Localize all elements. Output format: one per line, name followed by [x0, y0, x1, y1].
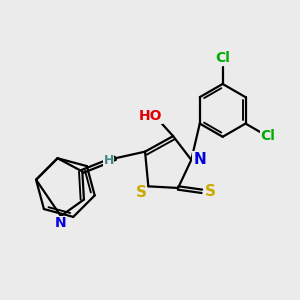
Text: HO: HO — [139, 109, 163, 123]
Text: S: S — [136, 185, 147, 200]
Text: Cl: Cl — [215, 51, 230, 65]
Text: S: S — [205, 184, 216, 199]
Text: Cl: Cl — [260, 130, 275, 143]
Text: H: H — [103, 154, 114, 167]
Text: N: N — [54, 216, 66, 230]
Text: N: N — [193, 152, 206, 167]
